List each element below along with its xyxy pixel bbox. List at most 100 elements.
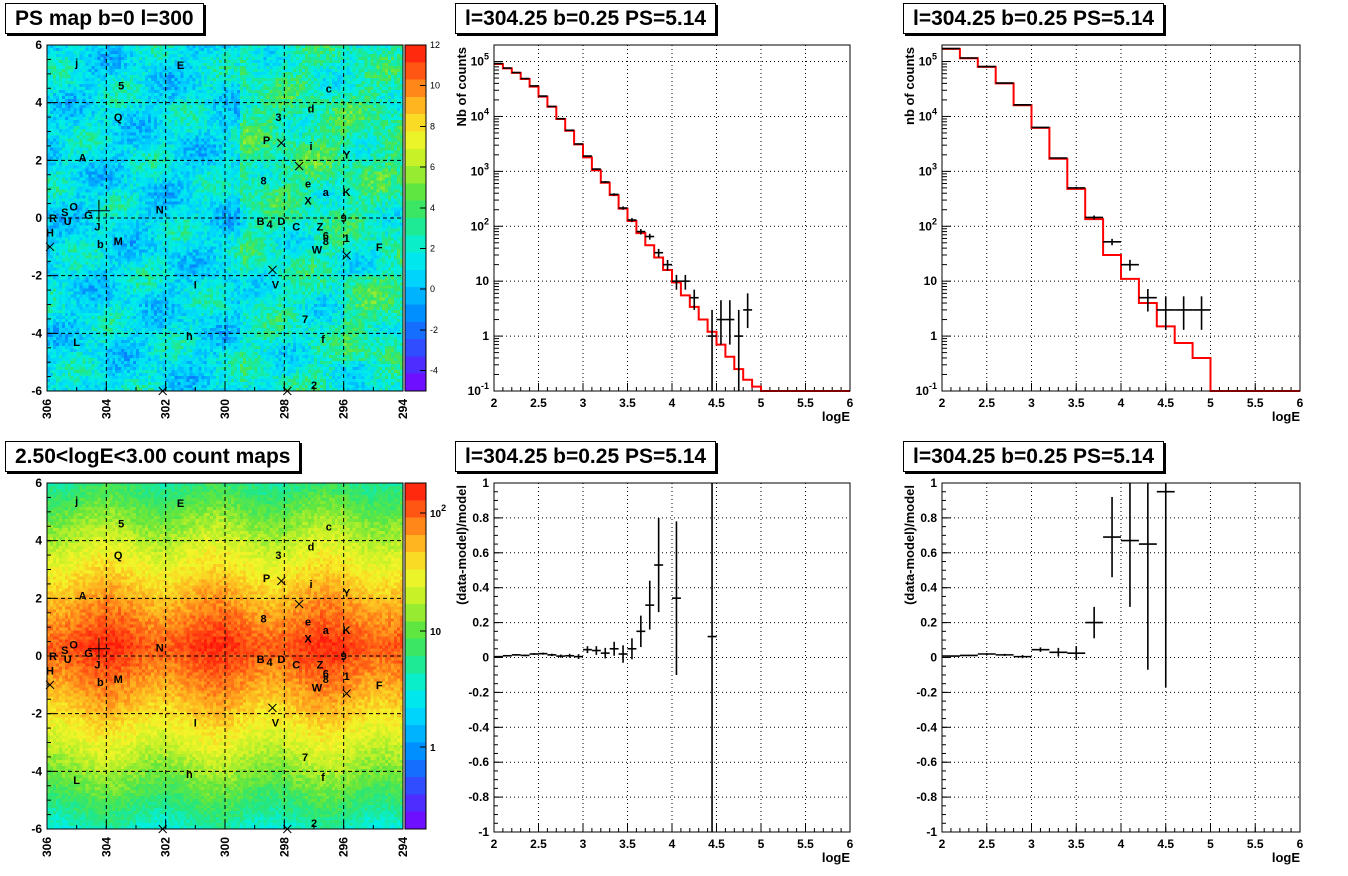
x-tick-label: 3	[1028, 396, 1035, 410]
model-histogram	[494, 63, 850, 392]
y-tick-label: 0.2	[472, 616, 489, 630]
x-tick-label: 5.5	[797, 837, 814, 851]
y-axis-label: (data-model)/model	[902, 485, 917, 605]
colorbar-segment	[405, 707, 426, 726]
source-label: 7	[302, 752, 308, 764]
map-y-tick-label: -6	[31, 822, 42, 836]
source-label: P	[263, 135, 270, 147]
data-point	[565, 129, 575, 132]
data-point	[707, 309, 717, 391]
colorbar-tick-label: 12	[430, 40, 440, 50]
y-tick-label: 10	[476, 274, 490, 288]
x-tick-label: 4.5	[708, 837, 725, 851]
map-x-tick-label: 304	[99, 399, 113, 419]
source-cross-marker	[342, 251, 351, 260]
source-cross-marker	[342, 689, 351, 698]
residual-point	[609, 641, 619, 656]
map-y-tick-label: 4	[35, 534, 42, 548]
y-axis: -1 -0.8 -0.6 -0.4 -0.2 0 0.2 0.4 0.6 0.8 1 (data-mo…	[902, 476, 951, 839]
y-tick-label: 10-1	[916, 381, 937, 398]
source-label: 8	[323, 236, 329, 248]
source-label: V	[272, 717, 280, 729]
source-cross-marker	[158, 824, 168, 834]
x-axis-label: logE	[1272, 850, 1300, 865]
x-tick-label: 6	[847, 396, 854, 410]
x-tick-label: 2.5	[978, 396, 995, 410]
source-label: a	[323, 625, 330, 637]
source-label: 8	[323, 674, 329, 686]
colorbar-segment	[405, 483, 426, 501]
source-label: I	[194, 717, 197, 729]
residual-point	[494, 655, 503, 658]
source-label: b	[97, 677, 104, 689]
source-label: Y	[343, 588, 351, 600]
x-tick-label: 2	[939, 396, 946, 410]
colorbar-segment	[405, 500, 426, 519]
x-tick-label: 4	[1118, 396, 1125, 410]
source-cross-marker	[282, 824, 292, 834]
residual-point	[1031, 647, 1050, 652]
model-histogram	[942, 47, 1300, 392]
residual-point	[1103, 496, 1121, 578]
y-tick-label: 10	[924, 274, 938, 288]
x-tick-label: 5.5	[1247, 396, 1264, 410]
source-label: K	[343, 187, 351, 199]
y-axis-label: (data-model)/model	[454, 485, 469, 605]
source-label: E	[177, 60, 184, 72]
map-y-tick-label: -2	[31, 269, 42, 283]
y-tick-label: 105	[471, 52, 489, 69]
map-y-tick-label: -4	[31, 326, 42, 340]
source-label: B	[257, 654, 265, 666]
x-axis-label: logE	[822, 409, 850, 424]
map-x-tick-label: 304	[99, 837, 113, 857]
x-tick-label: 2	[939, 837, 946, 851]
y-tick-label: 0.6	[472, 546, 489, 560]
source-label: F	[376, 680, 383, 692]
source-cross-marker	[294, 161, 304, 171]
residual-rebinned-title: l=304.25 b=0.25 PS=5.14	[903, 441, 1165, 472]
x-tick-label: 5	[1207, 396, 1214, 410]
x-tick-label: 6	[847, 837, 854, 851]
y-tick-label: -0.2	[916, 685, 937, 699]
source-label: D	[277, 216, 285, 228]
residual-point	[1156, 483, 1175, 688]
data-point	[609, 193, 619, 196]
y-tick-label: 0.8	[472, 511, 489, 525]
data-point	[618, 206, 628, 210]
colorbar-segment	[405, 45, 426, 63]
colorbar-tick-label: 10	[430, 627, 442, 638]
source-label: 1	[344, 671, 350, 683]
count-map-x-axis: 306 304 302 300 298 296 294	[40, 821, 410, 857]
data-point	[636, 229, 646, 235]
colorbar-segment	[405, 552, 426, 570]
count-map-colorbar: 102 10 1	[404, 482, 446, 830]
data-point	[1103, 238, 1121, 246]
map-x-tick-label: 306	[40, 837, 54, 857]
colorbar-segment	[405, 742, 426, 761]
source-label: F	[376, 242, 383, 254]
residual-point	[636, 615, 646, 648]
colorbar-segment	[405, 304, 426, 323]
source-label: 7	[302, 314, 308, 326]
residual-point	[556, 654, 566, 658]
y-tick-label: 0.4	[920, 581, 937, 595]
colorbar-segment	[405, 811, 426, 830]
source-label: 9	[341, 651, 347, 663]
residual-point	[1138, 483, 1157, 670]
data-point	[1174, 296, 1193, 330]
source-label: c	[326, 521, 332, 533]
y-tick-label: -0.6	[468, 755, 489, 769]
residual-point	[1121, 483, 1139, 607]
colorbar-segment	[405, 200, 426, 219]
source-label: X	[304, 196, 312, 208]
source-label: 5	[118, 80, 124, 92]
data-point	[716, 300, 726, 345]
residual-point	[1013, 655, 1032, 659]
colorbar-frame	[404, 482, 427, 830]
colorbar-tick-label: -2	[430, 325, 438, 335]
colorbar-segment	[405, 586, 426, 605]
x-tick-label: 3.5	[1068, 396, 1085, 410]
colorbar-segment	[405, 517, 426, 536]
source-label: i	[310, 579, 313, 591]
